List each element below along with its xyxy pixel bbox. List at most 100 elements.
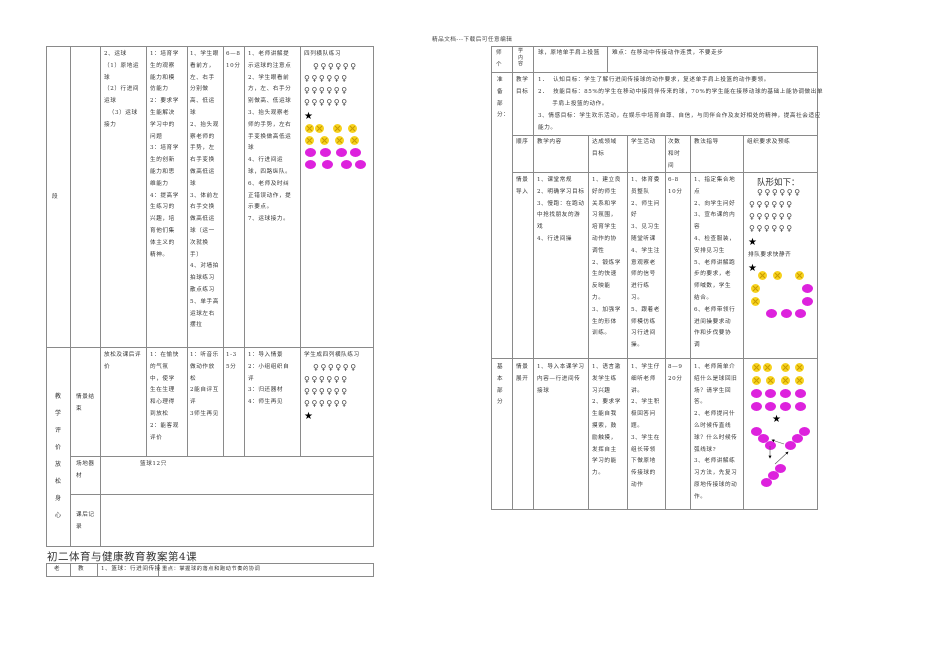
teacher-star-icon: ★ [304, 411, 313, 422]
r-row2-order: 情景 展开 [516, 364, 529, 382]
student-magenta-icon [751, 389, 762, 398]
student-magenta-icon [765, 441, 776, 450]
teacher-star-icon: ★ [772, 414, 781, 425]
student-row-icon: ♀♀♀♀♀♀ [313, 62, 358, 71]
row2-content: 放松及课后评 价 [104, 352, 142, 370]
r-row2-time: 8—9 20分 [668, 364, 683, 382]
ball-yellow-icon [766, 376, 775, 385]
student-row-icon: ♀♀♀♀♀♀ [313, 363, 358, 372]
student-magenta-icon [785, 441, 796, 450]
student-magenta-icon [305, 148, 316, 157]
student-magenta-icon [350, 148, 361, 157]
teacher-star-icon: ★ [748, 263, 757, 274]
row2-org-title: 学生成四列横队练习 [304, 352, 360, 358]
student-magenta-icon [322, 160, 333, 169]
ball-yellow-icon [305, 136, 314, 145]
next-row-teacher-char: 老 [54, 566, 61, 572]
ball-yellow-icon [751, 284, 760, 293]
head-c2: 学 内 容 [518, 48, 524, 67]
r-row1-teacher: 1、指定集合地 点 2、向学生问好 3、宣布课的内 容 4、检查服装， 安排见习… [694, 177, 736, 349]
row1-goals: 1：培育学 生的观察 能力和模 仿能力 2：要求学 生能解决 学习中的 问题 3… [150, 51, 179, 258]
student-magenta-icon [751, 427, 762, 436]
ball-yellow-icon [315, 124, 324, 133]
section-label-tail: 段 [52, 194, 59, 200]
student-magenta-icon [768, 471, 779, 480]
row1-time: 6—8 10分 [226, 51, 241, 69]
row2-goals: 1：在愉快 的气氛 中，使学 生在生理 和心理得 到放松 2：能客观 评价 [150, 352, 179, 441]
row1-teacher-guidance: 1、老师讲解提 示运球的注意点 2、学生眼看前 方，左、右手分 别做高、低运球 … [248, 51, 292, 223]
basic-section-label: 基本部分 [497, 364, 504, 406]
pass-direction-arrows-icon [768, 439, 789, 465]
student-magenta-icon [305, 160, 316, 169]
head-difficulty: 难点：在移动中传接动作连贯，不要走步 [612, 50, 724, 56]
ball-yellow-icon [795, 363, 804, 372]
student-row-icon: ♀♀♀♀♀♀ [304, 98, 349, 107]
student-magenta-icon [802, 284, 813, 293]
student-magenta-icon [780, 402, 791, 411]
student-magenta-icon [751, 402, 762, 411]
objective-3: 3、情感目标：学生欢乐活动，在娱乐中培育自尊、自信，与同伴合作及友好相处的精神，… [538, 113, 821, 119]
r-row1-content: 1、课堂常规 2、明确学习目标 3、慢跑：在跑动 中抢找朋友的游 戏 4、行进间… [537, 177, 585, 242]
row1-org-title: 四列横队练习 [304, 51, 342, 57]
ball-yellow-icon [781, 376, 790, 385]
row1-student-activity: 1、学生眼 看前方， 左、右手 分别做 高、低运 球 2、抬头观 察老师的 手势… [190, 51, 219, 329]
col-goals: 达成领域 目标 [592, 139, 617, 157]
student-row-icon: ♀♀♀♀♀♀ [304, 375, 349, 384]
teacher-star-icon: ★ [748, 237, 757, 248]
notes-label: 课后记录 [76, 512, 95, 530]
ball-yellow-icon [350, 136, 359, 145]
header-note: 精品文档---下载后可任意编辑 [432, 37, 513, 43]
objective-3-cont: 能力。 [538, 125, 557, 131]
ball-yellow-icon [763, 363, 772, 372]
student-magenta-icon [765, 402, 776, 411]
r-row2-teacher: 1、老师简单介 绍什么是球回旧 场？请学生回 答。 2、老师提问什 么时候传直线… [694, 364, 738, 500]
student-magenta-icon [802, 297, 813, 306]
student-magenta-icon [792, 434, 803, 443]
student-row-icon: ♀♀♀♀♀♀ [749, 200, 794, 209]
ball-yellow-icon [751, 297, 760, 306]
next-row-teach-char: 教 [78, 566, 85, 572]
next-lesson-title: 初二体育与健康教育教案第4课 [47, 551, 198, 563]
col-student: 学生活动 [631, 139, 656, 145]
student-row-icon: ♀♀♀♀♀♀ [749, 224, 794, 233]
r-row1-order: 情景 导入 [516, 177, 529, 195]
student-row-icon: ♀♀♀♀♀♀ [304, 74, 349, 83]
r-row1-org-note: 排队要求快静齐 [748, 252, 792, 258]
head-c1: 师 个 [496, 50, 503, 68]
next-row-content: 1、篮球：行进间传接 [101, 566, 161, 572]
student-magenta-icon [320, 148, 331, 157]
next-row-keypoint: 重点：掌握球的落点和跑动节奏的协调 [162, 566, 261, 572]
r-row1-time: 6-8 10分 [668, 177, 683, 195]
teacher-star-icon: ★ [304, 111, 313, 122]
student-row-icon: ♀♀♀♀♀♀ [304, 399, 349, 408]
student-magenta-icon [795, 402, 806, 411]
r-row1-student: 1、体育委 员整队 2、师生问 好 3、见习生 随堂听课 4、学生注 意观察老 … [631, 177, 660, 349]
col-content: 教学内容 [537, 139, 562, 145]
student-magenta-icon [795, 389, 806, 398]
equipment-label: 场地器材 [76, 461, 95, 479]
prep-section-label: 准备部分： [497, 77, 510, 119]
objectives-label: 教学目标 [516, 77, 529, 95]
student-magenta-icon [761, 478, 772, 487]
student-row-icon: ♀♀♀♀♀♀ [304, 387, 349, 396]
head-lesson-content: 球，原地单手肩上投篮 [538, 50, 600, 56]
student-magenta-icon [766, 309, 777, 318]
section-label-evaluation: 教学评价放松身心 [54, 393, 61, 519]
student-row-icon: ♀♀♀♀♀♀ [749, 212, 794, 221]
row2-teacher-guidance: 1：导入情景 2：小组组织自 评 3：归还器材 4：师生再见 [248, 352, 290, 406]
ball-yellow-icon [348, 124, 357, 133]
student-magenta-icon [341, 160, 352, 169]
student-magenta-icon [799, 427, 810, 436]
r-row2-goals: 1、语言激 发学生练 习兴趣 2、要求学 生能自我 摸索，鼓 励触摸， 发挥自主… [592, 364, 621, 477]
student-row-icon: ♀♀♀♀♀♀ [304, 86, 349, 95]
ball-yellow-icon [781, 363, 790, 372]
student-magenta-icon [780, 389, 791, 398]
col-org: 组织要求及预练 [747, 139, 791, 145]
r-row2-student: 1、学生仔 细听老师 讲。 2、学生积 极回答问 题。 3、学生在 组长带领 下… [631, 364, 660, 488]
objective-1: 1． 认知目标：学生了解行进间传接球的动作要求，复述单手肩上投篮的动作要领。 [538, 77, 770, 83]
ball-yellow-icon [335, 136, 344, 145]
ball-yellow-icon [752, 376, 761, 385]
student-row-icon: ♀♀♀♀♀♀ [757, 188, 802, 197]
r-row1-goals: 1、建立良 好的师生 关系和学 习氛围， 培育学生 动作的协 调性 2、锻炼学 … [592, 177, 621, 337]
r-row2-content: 1、导入本课学习 内容—行进间传 接球 [537, 364, 585, 394]
